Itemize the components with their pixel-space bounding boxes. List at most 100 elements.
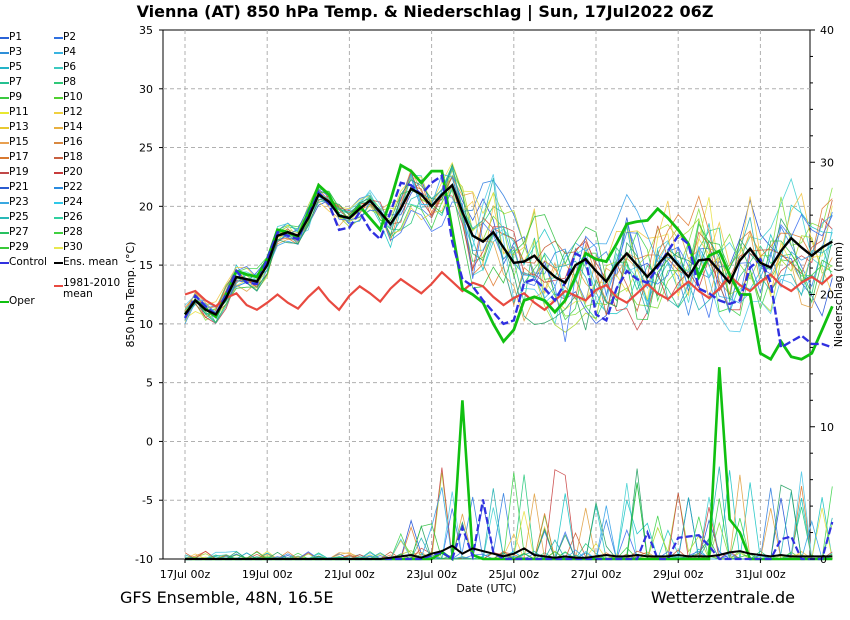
legend-swatch	[0, 52, 9, 54]
x-tick-label: 17Jul 00z	[160, 568, 211, 581]
legend-swatch	[54, 52, 63, 54]
y-right-tick-label: 0	[820, 553, 827, 566]
x-tick-label: 27Jul 00z	[571, 568, 622, 581]
legend-swatch	[54, 247, 63, 249]
y-left-tick-label: 25	[139, 142, 153, 155]
member-temp-line	[184, 188, 833, 342]
legend-label: P24	[63, 196, 83, 208]
legend-label: P1	[9, 31, 23, 43]
legend-swatch	[54, 157, 63, 159]
legend-label: 1981-2010 mean	[63, 277, 121, 300]
y-right-tick-label: 20	[820, 289, 834, 302]
x-tick-label: 25Jul 00z	[489, 568, 540, 581]
footer-site-name: Wetterzentrale.de	[650, 588, 795, 607]
x-tick-label: 31Jul 00z	[735, 568, 786, 581]
chart-title: Vienna (AT) 850 hPa Temp. & Niederschlag…	[136, 2, 714, 21]
legend-label: Ens. mean	[63, 256, 119, 268]
legend-swatch	[54, 217, 63, 219]
footer-model-info: GFS Ensemble, 48N, 16.5E	[120, 588, 334, 607]
legend-label: P4	[63, 46, 77, 58]
legend-swatch	[0, 82, 9, 84]
y-left-tick-label: 10	[139, 318, 153, 331]
legend-swatch	[54, 187, 63, 189]
legend-swatch	[54, 172, 63, 174]
legend-swatch	[54, 232, 63, 234]
legend-label: P23	[9, 196, 29, 208]
member-precip-line	[184, 472, 833, 560]
legend-label: P29	[9, 241, 29, 253]
legend-label: P7	[9, 76, 23, 88]
legend-label: P27	[9, 226, 29, 238]
legend-label: Control	[9, 256, 47, 268]
y-left-tick-label: 0	[146, 435, 153, 448]
legend-swatch	[0, 157, 9, 159]
y-right-axis-label: Niederschlag (mm)	[832, 242, 845, 347]
legend-swatch	[0, 232, 9, 234]
legend-swatch	[0, 262, 9, 264]
axes: 35 30 25 20 15 10 5 0 -5 -10 17Jul 00z 19Jul 00z 21J…	[124, 24, 845, 595]
ens-mean-precip-line	[185, 544, 833, 560]
legend-swatch	[0, 187, 9, 189]
ens-mean-temp-line	[184, 183, 833, 317]
legend-swatch	[54, 285, 63, 287]
legend-swatch	[54, 82, 63, 84]
y-left-tick-label: 15	[139, 259, 153, 272]
legend-label: P6	[63, 61, 77, 73]
legend-label: P16	[63, 136, 83, 148]
legend-label: P15	[9, 136, 29, 148]
legend-swatch	[0, 217, 9, 219]
x-tick-label: 19Jul 00z	[242, 568, 293, 581]
legend-swatch	[0, 127, 9, 129]
control-temp-line	[183, 173, 833, 350]
y-left-tick-label: 30	[139, 83, 153, 96]
legend-label: P30	[63, 241, 83, 253]
legend-swatch	[0, 37, 9, 39]
legend-label: P9	[9, 91, 23, 103]
x-axis-label: Date (UTC)	[456, 582, 516, 595]
y-right-tick-label: 40	[820, 24, 834, 37]
legend-swatch	[54, 97, 63, 99]
legend-label: P20	[63, 166, 83, 178]
legend-label: P2	[63, 31, 77, 43]
legend-swatch	[54, 37, 63, 39]
y-right-tick-label: 10	[820, 421, 834, 434]
legend-label: P3	[9, 46, 23, 58]
legend-label: P19	[9, 166, 29, 178]
legend-swatch	[54, 262, 63, 264]
y-left-tick-label: 35	[139, 24, 153, 37]
legend-swatch	[0, 172, 9, 174]
x-tick-label: 29Jul 00z	[653, 568, 704, 581]
x-tick-label: 21Jul 00z	[324, 568, 375, 581]
legend-label: P10	[63, 91, 83, 103]
control-precip-line	[185, 499, 834, 561]
legend-swatch	[54, 127, 63, 129]
legend-label: P11	[9, 106, 29, 118]
legend-label: P25	[9, 211, 29, 223]
legend-label: P5	[9, 61, 23, 73]
legend-swatch	[0, 142, 9, 144]
legend-label: Oper	[9, 295, 35, 307]
legend-label: P22	[63, 181, 83, 193]
y-right-tick-label: 30	[820, 156, 834, 169]
legend-swatch	[54, 202, 63, 204]
legend-swatch	[0, 97, 9, 99]
legend-label: P14	[63, 121, 83, 133]
legend-swatch	[0, 67, 9, 69]
main-lines	[183, 163, 834, 562]
y-left-tick-label: -10	[135, 553, 153, 566]
y-left-tick-label: 20	[139, 200, 153, 213]
legend-label: P17	[9, 151, 29, 163]
legend-swatch	[0, 202, 9, 204]
climate-mean-line	[184, 270, 834, 312]
legend-label: P21	[9, 181, 29, 193]
y-left-tick-label: -5	[142, 494, 153, 507]
legend-label: P28	[63, 226, 83, 238]
legend-swatch	[54, 112, 63, 114]
legend-swatch	[0, 247, 9, 249]
y-left-axis-label: 850 hPa Temp. (°C)	[124, 242, 137, 348]
x-tick-label: 23Jul 00z	[406, 568, 457, 581]
legend-label: P12	[63, 106, 83, 118]
legend-swatch	[0, 112, 9, 114]
legend-swatch	[54, 142, 63, 144]
